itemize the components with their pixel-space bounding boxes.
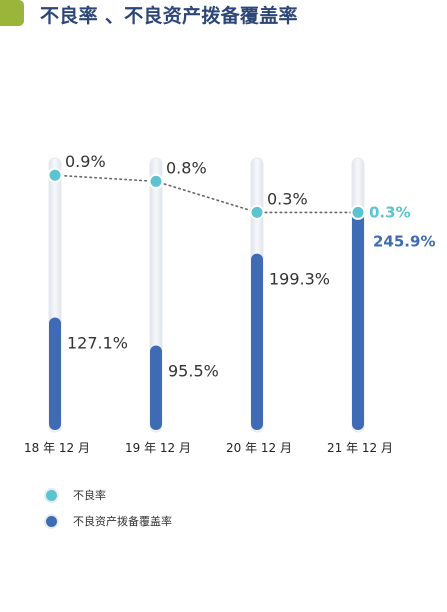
- coverage-label-3: 245.9%: [373, 232, 435, 250]
- legend-item-npl-ratio: 不良率: [44, 482, 172, 508]
- x-tick-label-2: 20 年 12 月: [226, 441, 292, 455]
- npl-ratio-line: [54, 174, 359, 214]
- npl-ratio-point-3: [350, 204, 366, 220]
- legend-item-coverage-ratio: 不良资产拨备覆盖率: [44, 508, 172, 534]
- npl-ratio-point-0: [47, 167, 63, 183]
- legend-label-npl-ratio: 不良率: [73, 489, 106, 502]
- x-tick-label-3: 21 年 12 月: [327, 441, 393, 455]
- legend: 不良率 不良资产拨备覆盖率: [44, 482, 172, 534]
- combo-chart: 0.9% 0.8% 0.3% 0.3% 127.1% 95.5% 199.3% 245.9% 1…: [24, 152, 435, 455]
- coverage-bar-2: [251, 253, 263, 430]
- npl-ratio-label-3: 0.3%: [369, 203, 411, 221]
- chart-title: 不良率 、不良资产拨备覆盖率: [40, 5, 298, 27]
- chart-header: 不良率 、不良资产拨备覆盖率: [0, 0, 447, 27]
- npl-ratio-label-1: 0.8%: [166, 158, 207, 177]
- coverage-label-2: 199.3%: [269, 270, 330, 289]
- coverage-label-0: 127.1%: [67, 334, 128, 353]
- legend-dot-coverage-ratio: [44, 513, 59, 529]
- coverage-bar-0: [49, 317, 61, 430]
- coverage-bar-1: [150, 345, 162, 430]
- x-tick-label-1: 19 年 12 月: [125, 441, 191, 455]
- legend-label-coverage-ratio: 不良资产拨备覆盖率: [73, 515, 172, 528]
- npl-ratio-label-0: 0.9%: [65, 152, 106, 171]
- legend-dot-npl-ratio: [44, 487, 59, 503]
- x-tick-label-0: 18 年 12 月: [24, 441, 90, 455]
- coverage-bar-3: [352, 212, 364, 430]
- npl-ratio-point-2: [249, 204, 265, 220]
- npl-ratio-label-2: 0.3%: [267, 189, 308, 208]
- header-accent-block: [0, 0, 24, 26]
- npl-ratio-point-1: [148, 173, 164, 189]
- coverage-label-1: 95.5%: [168, 361, 219, 380]
